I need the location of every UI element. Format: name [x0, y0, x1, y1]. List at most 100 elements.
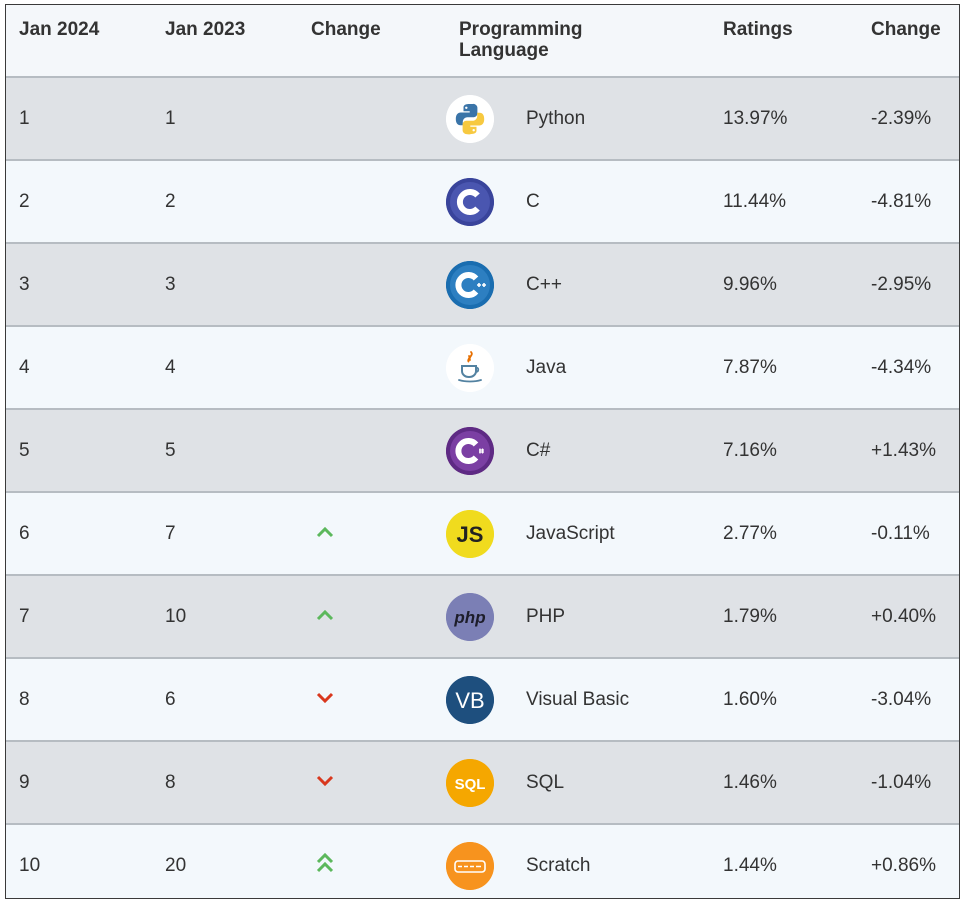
javascript-logo-text: JS	[457, 522, 484, 547]
language-cell: C#	[446, 409, 710, 492]
rank-2024: 7	[19, 605, 30, 627]
header-jan-2024[interactable]: Jan 2024	[6, 5, 152, 77]
rank-2023: 5	[165, 439, 176, 461]
language-cell: VB Visual Basic	[446, 658, 710, 741]
language-name[interactable]: C	[526, 190, 540, 212]
rank-2023: 4	[165, 356, 176, 378]
rating-value: 1.46%	[723, 771, 777, 793]
language-ranking-table: Jan 2024 Jan 2023 Change Programming Lan…	[6, 5, 959, 898]
rating-change-value: -0.11%	[871, 522, 930, 544]
language-name[interactable]: C++	[526, 273, 562, 295]
rating-change-value: -3.04%	[871, 688, 932, 710]
language-name[interactable]: Python	[526, 107, 586, 129]
language-cell: C	[446, 160, 710, 243]
language-cell: Scratch	[446, 824, 710, 898]
rank-2023: 3	[165, 273, 176, 295]
table-row: 4 4 Java	[6, 326, 959, 409]
scratch-icon	[446, 842, 494, 890]
python-icon	[446, 94, 494, 143]
language-cell: Java	[446, 326, 710, 409]
table-row: 5 5 C#	[6, 409, 959, 492]
rating-change-value: -4.34%	[871, 356, 932, 378]
table-row: 1 1 Python	[6, 77, 959, 160]
trend-cell	[298, 326, 446, 409]
sql-icon: SQL	[446, 758, 494, 807]
header-change[interactable]: Change	[298, 5, 446, 77]
rating-value: 1.79%	[723, 605, 777, 627]
rank-2024: 10	[19, 855, 41, 876]
table-row: 6 7 JS JavaScript	[6, 492, 959, 575]
header-ratings[interactable]: Ratings	[710, 5, 858, 77]
rank-2023: 10	[165, 605, 187, 627]
rank-2024: 1	[19, 107, 30, 129]
trend-double-up-icon	[316, 852, 334, 873]
language-name[interactable]: C#	[526, 439, 551, 461]
language-name[interactable]: Java	[526, 356, 567, 378]
javascript-icon: JS	[446, 509, 494, 558]
visual-basic-icon: VB	[446, 675, 494, 724]
ranking-table-frame: Jan 2024 Jan 2023 Change Programming Lan…	[5, 4, 960, 899]
trend-down-icon	[316, 692, 334, 703]
rank-2024: 5	[19, 439, 30, 461]
c-icon	[446, 177, 494, 226]
rating-value: 9.96%	[723, 273, 777, 295]
rank-2023: 6	[165, 688, 176, 710]
rating-value: 1.60%	[723, 688, 777, 710]
header-language-line1: Programming	[459, 19, 583, 40]
rank-2023: 2	[165, 190, 176, 212]
trend-cell	[298, 741, 446, 824]
rating-change-value: -2.39%	[871, 107, 932, 129]
language-name[interactable]: SQL	[526, 771, 565, 793]
trend-down-icon	[316, 775, 334, 786]
rating-change-value: -1.04%	[871, 771, 932, 793]
visual-basic-logo-text: VB	[455, 688, 484, 713]
rating-value: 11.44%	[723, 190, 787, 212]
language-name[interactable]: PHP	[526, 605, 566, 627]
rating-change-value: -4.81%	[871, 190, 932, 212]
rank-2024: 2	[19, 190, 30, 212]
table-header-row: Jan 2024 Jan 2023 Change Programming Lan…	[6, 5, 959, 77]
rank-2024: 9	[19, 771, 30, 793]
header-jan-2023[interactable]: Jan 2023	[152, 5, 298, 77]
rating-change-value: -2.95%	[871, 273, 932, 295]
language-cell: C++	[446, 243, 710, 326]
csharp-icon	[446, 426, 494, 475]
header-programming-language[interactable]: Programming Language	[446, 5, 710, 77]
rating-change-value: +1.43%	[871, 439, 936, 461]
trend-cell	[298, 77, 446, 160]
trend-cell	[298, 243, 446, 326]
table-row: 10 20	[6, 824, 959, 898]
language-cell: JS JavaScript	[446, 492, 710, 575]
rating-change-value: +0.40%	[871, 605, 936, 627]
language-name[interactable]: Visual Basic	[526, 688, 630, 710]
language-name[interactable]: JavaScript	[526, 522, 615, 544]
java-icon	[446, 343, 494, 392]
rating-value: 7.87%	[723, 356, 777, 378]
trend-cell	[298, 658, 446, 741]
rating-value: 1.44%	[723, 855, 777, 876]
table-row: 8 6 VB Visual Basi	[6, 658, 959, 741]
sql-logo-text: SQL	[455, 776, 486, 793]
language-name[interactable]: Scratch	[526, 855, 591, 876]
header-language-line2: Language	[459, 40, 549, 61]
rank-2023: 20	[165, 855, 187, 876]
language-cell: php PHP	[446, 575, 710, 658]
php-logo-text: php	[453, 608, 485, 627]
table-row: 3 3 C++	[6, 243, 959, 326]
trend-up-icon	[316, 526, 334, 537]
rank-2024: 6	[19, 522, 30, 544]
table-row: 9 8 SQL SQL	[6, 741, 959, 824]
header-rating-change[interactable]: Change	[858, 5, 959, 77]
rating-change-value: +0.86%	[871, 855, 936, 876]
rank-2024: 4	[19, 356, 30, 378]
table-row: 7 10 php PHP	[6, 575, 959, 658]
trend-cell	[298, 575, 446, 658]
rating-value: 7.16%	[723, 439, 777, 461]
trend-cell	[298, 492, 446, 575]
trend-cell	[298, 409, 446, 492]
trend-up-icon	[316, 609, 334, 620]
rating-value: 13.97%	[723, 107, 788, 129]
rank-2023: 8	[165, 771, 176, 793]
language-cell: SQL SQL	[446, 741, 710, 824]
rank-2023: 7	[165, 522, 176, 544]
